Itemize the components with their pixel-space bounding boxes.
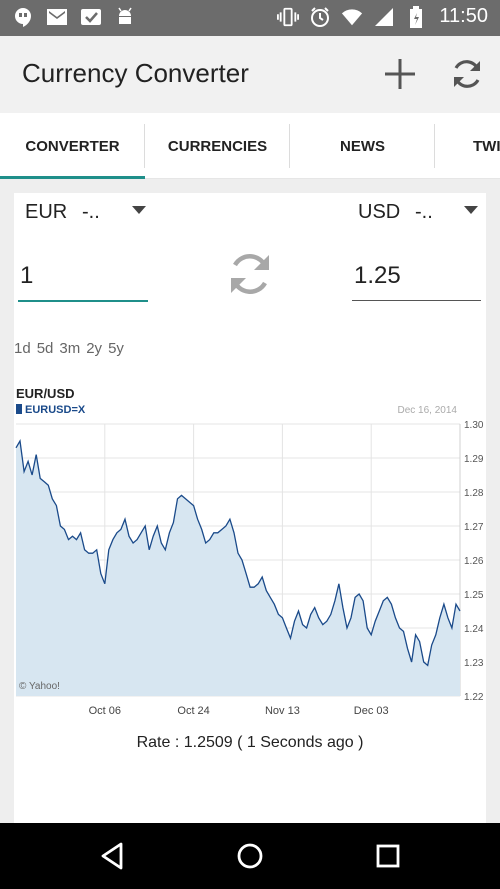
signal-icon bbox=[373, 6, 395, 28]
tab-label: TWI bbox=[473, 137, 500, 155]
tab-currencies[interactable]: CURRENCIES bbox=[145, 113, 290, 179]
chart-title: EUR/USD bbox=[16, 386, 75, 401]
y-tick-label: 1.25 bbox=[464, 590, 484, 601]
android-icon bbox=[114, 6, 136, 28]
y-tick-label: 1.28 bbox=[464, 488, 484, 499]
to-amount-value: 1.25 bbox=[354, 262, 401, 289]
home-button[interactable] bbox=[230, 836, 270, 876]
navigation-bar bbox=[0, 823, 500, 889]
swap-icon bbox=[231, 254, 269, 294]
area-fill bbox=[16, 441, 460, 696]
recents-icon bbox=[376, 844, 400, 868]
x-tick-label: Oct 24 bbox=[177, 705, 209, 717]
chevron-down-icon bbox=[132, 206, 146, 214]
rate-chart-svg: EUR/USD EURUSD=X Dec 16, 2014 1.30 1.29 1.… bbox=[15, 386, 484, 717]
to-currency-suffix: -.. bbox=[415, 201, 433, 223]
chevron-down-icon bbox=[464, 206, 478, 214]
home-icon bbox=[237, 843, 263, 869]
to-amount-input[interactable]: 1.25 bbox=[352, 252, 481, 304]
y-tick-label: 1.26 bbox=[464, 556, 484, 567]
converter-card bbox=[14, 193, 486, 823]
to-currency-selector[interactable]: USD -.. bbox=[345, 193, 486, 233]
chart-date-label: Dec 16, 2014 bbox=[398, 405, 458, 416]
add-currency-button[interactable] bbox=[380, 54, 420, 94]
y-tick-label: 1.30 bbox=[464, 420, 484, 431]
rate-chart: EUR/USD EURUSD=X Dec 16, 2014 1.30 1.29 1.… bbox=[14, 380, 486, 725]
range-3m[interactable]: 3m bbox=[59, 340, 81, 357]
wifi-icon bbox=[341, 6, 363, 28]
rate-status: Rate : 1.2509 ( 1 Seconds ago ) bbox=[136, 734, 364, 751]
to-amount-underline bbox=[352, 300, 481, 301]
from-currency-code: EUR bbox=[25, 201, 68, 223]
refresh-icon bbox=[454, 60, 480, 88]
tab-converter[interactable]: CONVERTER bbox=[0, 113, 145, 179]
back-icon bbox=[101, 842, 123, 870]
tab-twitter[interactable]: TWI bbox=[435, 113, 500, 179]
refresh-button[interactable] bbox=[447, 54, 487, 94]
to-currency-code: USD bbox=[358, 201, 401, 223]
from-amount-value: 1 bbox=[20, 262, 34, 289]
inbox-check-icon bbox=[80, 6, 102, 28]
tab-bar: CONVERTER CURRENCIES NEWS TWI bbox=[0, 113, 500, 179]
gmail-icon bbox=[46, 6, 68, 28]
x-tick-label: Nov 13 bbox=[265, 705, 300, 717]
range-2y[interactable]: 2y bbox=[86, 340, 103, 357]
range-selector: 1d 5d 3m 2y 5y bbox=[14, 340, 124, 357]
tab-label: CURRENCIES bbox=[167, 137, 268, 155]
from-currency-selector[interactable]: EUR -.. bbox=[14, 193, 154, 233]
chart-legend-label: EURUSD=X bbox=[25, 404, 86, 416]
tab-news[interactable]: NEWS bbox=[290, 113, 435, 179]
series-line bbox=[15, 439, 461, 667]
y-tick-label: 1.24 bbox=[464, 624, 484, 635]
from-amount-underline bbox=[18, 300, 148, 302]
y-tick-label: 1.22 bbox=[464, 692, 484, 703]
tab-label: NEWS bbox=[340, 137, 385, 155]
range-5y[interactable]: 5y bbox=[108, 340, 124, 357]
from-currency-suffix: -.. bbox=[82, 201, 100, 223]
y-tick-label: 1.29 bbox=[464, 454, 484, 465]
legend-swatch bbox=[16, 404, 22, 414]
battery-icon bbox=[405, 5, 427, 28]
vibrate-icon bbox=[277, 6, 300, 28]
hangouts-icon bbox=[12, 6, 34, 28]
recents-button[interactable] bbox=[368, 836, 408, 876]
tab-label: CONVERTER bbox=[25, 137, 120, 155]
x-tick-label: Dec 03 bbox=[354, 705, 389, 717]
y-tick-label: 1.27 bbox=[464, 522, 484, 533]
y-tick-label: 1.23 bbox=[464, 658, 484, 669]
from-amount-input[interactable]: 1 bbox=[18, 252, 148, 304]
alarm-icon bbox=[309, 6, 331, 28]
swap-button[interactable] bbox=[224, 248, 276, 300]
range-1d[interactable]: 1d bbox=[14, 340, 31, 357]
range-5d[interactable]: 5d bbox=[36, 340, 54, 357]
plus-icon bbox=[385, 59, 415, 89]
back-button[interactable] bbox=[92, 836, 132, 876]
app-title: Currency Converter bbox=[22, 58, 249, 88]
clock-time: 11:50 bbox=[439, 5, 488, 27]
app-bar: Currency Converter bbox=[0, 36, 500, 113]
x-tick-label: Oct 06 bbox=[89, 705, 121, 717]
chart-watermark: © Yahoo! bbox=[19, 681, 60, 692]
status-bar: 11:50 bbox=[0, 0, 500, 36]
